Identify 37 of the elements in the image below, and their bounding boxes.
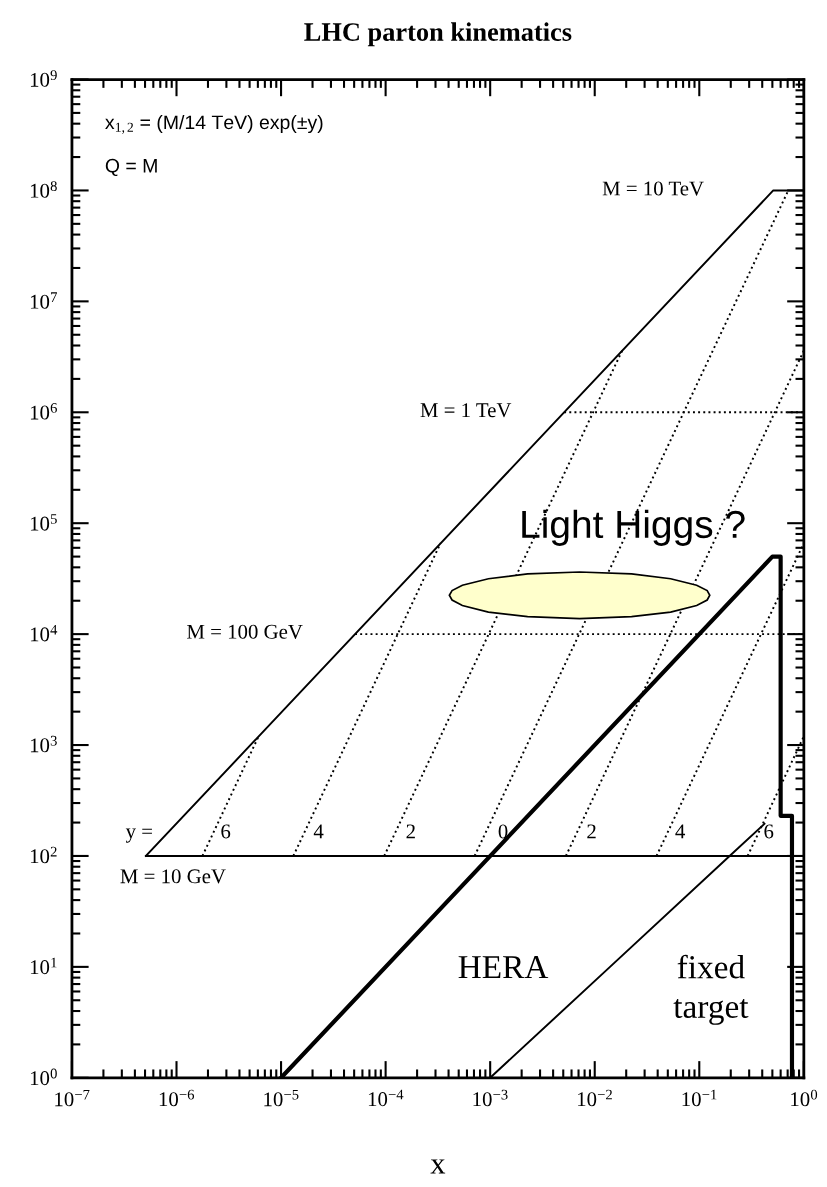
annotation: fixed target: [673, 954, 749, 1025]
annotation: M = 10 GeV: [120, 869, 226, 884]
y-tick-label: 10$^{2}$: [30, 846, 57, 864]
y-tick-label: 10$^{0}$: [30, 1068, 57, 1086]
annotation: 2: [587, 824, 596, 839]
y-tick-label: 10$^{1}$: [30, 957, 57, 975]
annotation: Light Higgs ?: [522, 509, 745, 546]
y-tick-label: 10$^{4}$: [30, 624, 58, 642]
annotation: 4: [675, 824, 686, 839]
annotation: 6: [764, 824, 774, 839]
annotation: M = 1 TeV: [420, 403, 512, 418]
annotation: 0: [498, 824, 508, 839]
annotation: 6: [221, 824, 231, 839]
annotation: HERA: [458, 955, 549, 978]
annotation: 4: [313, 824, 324, 839]
annotation: x$_{1,2}$ = (M/14 TeV) exp(±y): [105, 114, 323, 134]
y-tick-label: 10$^{9}$: [30, 70, 57, 87]
x-axis-title: x: [430, 1159, 446, 1174]
y-tick-label: 10$^{3}$: [30, 735, 57, 753]
x-tick-label: 10$^{−3}$: [473, 1089, 508, 1107]
annotation: Q = M: [105, 158, 157, 177]
y-tick-label: 10$^{7}$: [30, 292, 57, 309]
x-tick-label: 10$^{−1}$: [682, 1089, 717, 1107]
y-tick-label: 10$^{5}$: [30, 514, 57, 531]
annotation: 2: [406, 824, 415, 839]
chart-title: LHC parton kinematics: [304, 22, 572, 47]
annotation: M = 100 GeV: [187, 624, 303, 639]
x-tick-label: 10$^{−5}$: [264, 1089, 299, 1107]
annotation: M = 10 TeV: [602, 181, 704, 196]
y-tick-label: 10$^{8}$: [30, 181, 57, 198]
x-tick-label: 10$^{−4}$: [368, 1089, 404, 1107]
annotation: y =: [125, 828, 152, 843]
x-tick-label: 10$^{−2}$: [578, 1089, 612, 1107]
x-tick-label: 10$^{0}$: [791, 1089, 818, 1107]
x-tick-label: 10$^{−7}$: [55, 1089, 90, 1107]
x-tick-label: 10$^{−6}$: [159, 1089, 195, 1107]
y-tick-label: 10$^{6}$: [30, 403, 57, 420]
